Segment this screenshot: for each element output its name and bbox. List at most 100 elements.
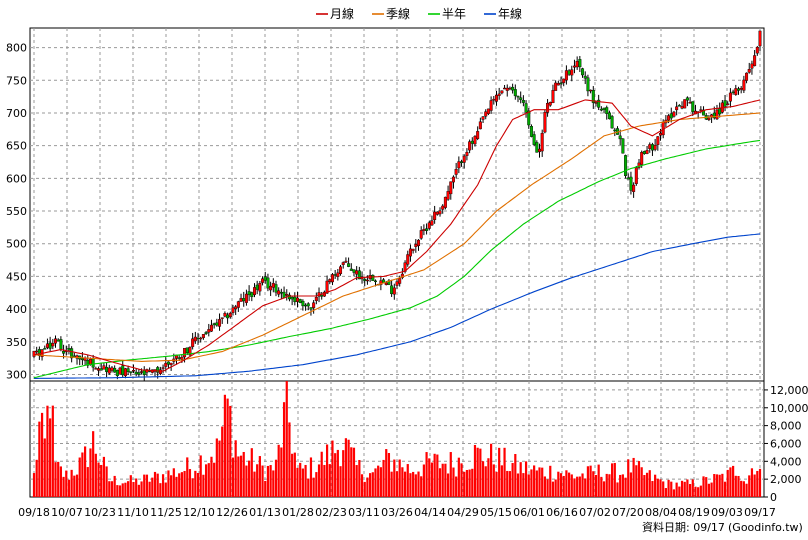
volume-bar	[145, 474, 149, 497]
volume-bar	[242, 451, 245, 497]
candle-body	[476, 131, 480, 139]
candle-body	[191, 338, 195, 347]
candle-body	[341, 262, 345, 265]
volume-bar	[479, 448, 482, 497]
candle-body	[314, 297, 318, 301]
volume-bar	[533, 465, 536, 497]
volume-bar	[573, 478, 576, 497]
candle-body	[344, 260, 348, 263]
volume-bar	[393, 459, 396, 497]
candle-body	[48, 342, 52, 349]
volume-bar	[594, 475, 598, 497]
volume-bar	[481, 461, 485, 497]
volume-bar	[401, 467, 404, 497]
volume-bar	[65, 470, 68, 497]
volume-bar	[363, 481, 366, 497]
volume-bar	[465, 469, 469, 497]
volume-bar	[420, 476, 423, 497]
volume-bar	[745, 483, 748, 497]
volume-bar	[331, 440, 334, 497]
volume-bar	[261, 465, 264, 497]
candle-body	[274, 284, 278, 293]
candle-body	[110, 367, 114, 371]
candle-body	[572, 65, 576, 68]
volume-bar	[675, 482, 678, 497]
volume-bar	[49, 418, 52, 497]
candle-body	[406, 254, 410, 265]
volume-bar	[35, 459, 38, 497]
candle-body	[304, 304, 308, 307]
candle-body	[56, 339, 60, 342]
candle-body	[54, 338, 58, 344]
volume-tick-label: 12,000	[770, 384, 808, 397]
volume-bar	[624, 477, 627, 497]
volume-bar	[387, 453, 391, 497]
volume-bar	[699, 485, 702, 497]
candle-body	[207, 329, 211, 333]
candle-body	[564, 70, 568, 81]
volume-bar	[576, 476, 579, 497]
candle-body	[438, 210, 442, 215]
candle-body	[527, 110, 531, 126]
legend-label: 月線	[330, 6, 354, 21]
volume-bar	[73, 475, 76, 497]
volume-bar	[358, 459, 361, 497]
volume-bar	[57, 461, 60, 497]
x-tick-label: 06/16	[546, 506, 578, 519]
volume-bar	[350, 447, 353, 497]
volume-bar	[328, 464, 331, 497]
candle-body	[306, 303, 310, 307]
volume-bar	[409, 473, 412, 497]
volume-bar	[557, 471, 560, 497]
candle-body	[99, 368, 103, 371]
volume-bar	[446, 473, 450, 497]
candle-body	[602, 107, 606, 110]
candle-body	[282, 291, 286, 298]
candle-body	[411, 248, 415, 251]
volume-bar	[436, 454, 439, 497]
volume-bar	[457, 457, 460, 497]
candle-body	[489, 100, 493, 111]
candle-body	[500, 90, 504, 94]
volume-bar	[180, 472, 183, 497]
volume-bar	[584, 478, 587, 497]
volume-bar	[229, 405, 232, 497]
volume-tick-label: 4,000	[770, 455, 802, 468]
volume-bar	[503, 447, 506, 497]
volume-bar	[530, 469, 533, 497]
volume-bar	[718, 474, 721, 497]
volume-bar	[455, 476, 458, 497]
volume-bar	[524, 461, 528, 497]
x-tick-label: 06/01	[513, 506, 545, 519]
price-tick-label: 800	[6, 42, 27, 55]
volume-bar	[124, 482, 127, 497]
volume-bar	[600, 476, 603, 497]
volume-bar	[723, 481, 727, 497]
candle-body	[597, 99, 601, 108]
volume-bar	[339, 466, 342, 497]
volume-bar	[637, 461, 641, 497]
candle-body	[443, 196, 447, 208]
candle-body	[169, 362, 173, 365]
candle-body	[231, 307, 235, 313]
price-tick-label: 550	[6, 205, 27, 218]
volume-bar	[565, 470, 568, 497]
volume-bar	[108, 481, 111, 497]
candle-body	[739, 88, 743, 90]
volume-bar	[589, 465, 592, 497]
volume-bar	[352, 447, 356, 497]
volume-bar	[336, 449, 339, 497]
volume-bar	[70, 469, 73, 497]
candle-body	[365, 279, 369, 282]
candle-body	[521, 100, 525, 103]
volume-bar	[135, 478, 138, 497]
candle-body	[212, 323, 216, 326]
volume-bar	[570, 474, 573, 497]
candle-body	[164, 362, 168, 367]
candle-body	[524, 103, 528, 113]
candle-body	[59, 339, 63, 350]
candle-body	[140, 371, 144, 373]
volume-bar	[514, 454, 517, 497]
candle-body	[290, 296, 294, 300]
ma-month-line	[33, 99, 761, 372]
